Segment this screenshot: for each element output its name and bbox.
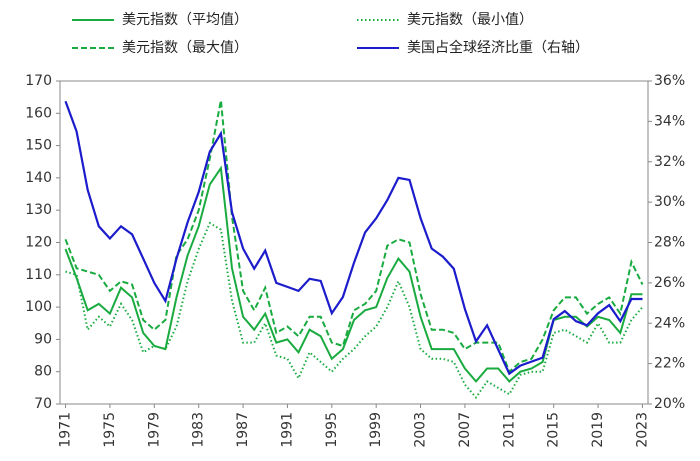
y-tick-label: 80 xyxy=(34,364,52,380)
series-line xyxy=(65,221,644,400)
x-tick-label: 1999 xyxy=(368,412,384,448)
y-tick-label: 70 xyxy=(34,396,52,412)
y2-tick-label: 32% xyxy=(654,154,685,170)
x-tick-label: 2019 xyxy=(590,412,606,448)
y-tick-label: 90 xyxy=(34,331,52,347)
legend-label: 美元指数（最大值） xyxy=(122,40,248,56)
y2-tick-label: 24% xyxy=(654,315,685,331)
y-tick-label: 120 xyxy=(25,235,52,251)
y2-tick-label: 34% xyxy=(654,113,685,129)
x-tick-label: 1983 xyxy=(191,412,207,448)
series-line xyxy=(64,100,643,376)
y2-tick-label: 30% xyxy=(654,194,685,210)
legend-label: 美国占全球经济比重（右轴） xyxy=(407,39,589,56)
y2-tick-label: 20% xyxy=(654,396,685,412)
x-tick-label: 2023 xyxy=(634,412,650,448)
x-tick-label: 2011 xyxy=(501,412,517,448)
y-tick-label: 100 xyxy=(25,299,52,315)
x-tick-label: 1991 xyxy=(279,412,295,448)
y-tick-label: 160 xyxy=(25,105,52,121)
y2-tick-label: 28% xyxy=(654,235,685,251)
x-tick-label: 1979 xyxy=(146,412,162,448)
y-tick-label: 130 xyxy=(25,202,52,218)
y-tick-label: 170 xyxy=(25,73,52,89)
y-tick-label: 110 xyxy=(25,267,52,283)
legend-label: 美元指数（最小值） xyxy=(407,12,533,28)
x-tick-label: 1971 xyxy=(58,412,74,448)
y-tick-label: 140 xyxy=(25,170,52,186)
x-tick-label: 2007 xyxy=(457,412,473,448)
y-tick-label: 150 xyxy=(25,138,52,154)
y2-tick-label: 26% xyxy=(654,275,685,291)
plot-frame xyxy=(59,80,649,405)
legend-label: 美元指数（平均值） xyxy=(122,12,248,28)
x-tick-label: 1995 xyxy=(324,412,340,448)
x-tick-label: 1987 xyxy=(235,412,251,448)
series-line xyxy=(64,165,643,383)
x-tick-label: 2003 xyxy=(413,412,429,448)
y2-tick-label: 36% xyxy=(654,73,685,89)
y2-tick-label: 22% xyxy=(654,356,685,372)
series-line xyxy=(64,100,644,374)
x-tick-label: 1975 xyxy=(102,412,118,448)
x-tick-label: 2015 xyxy=(546,412,562,448)
